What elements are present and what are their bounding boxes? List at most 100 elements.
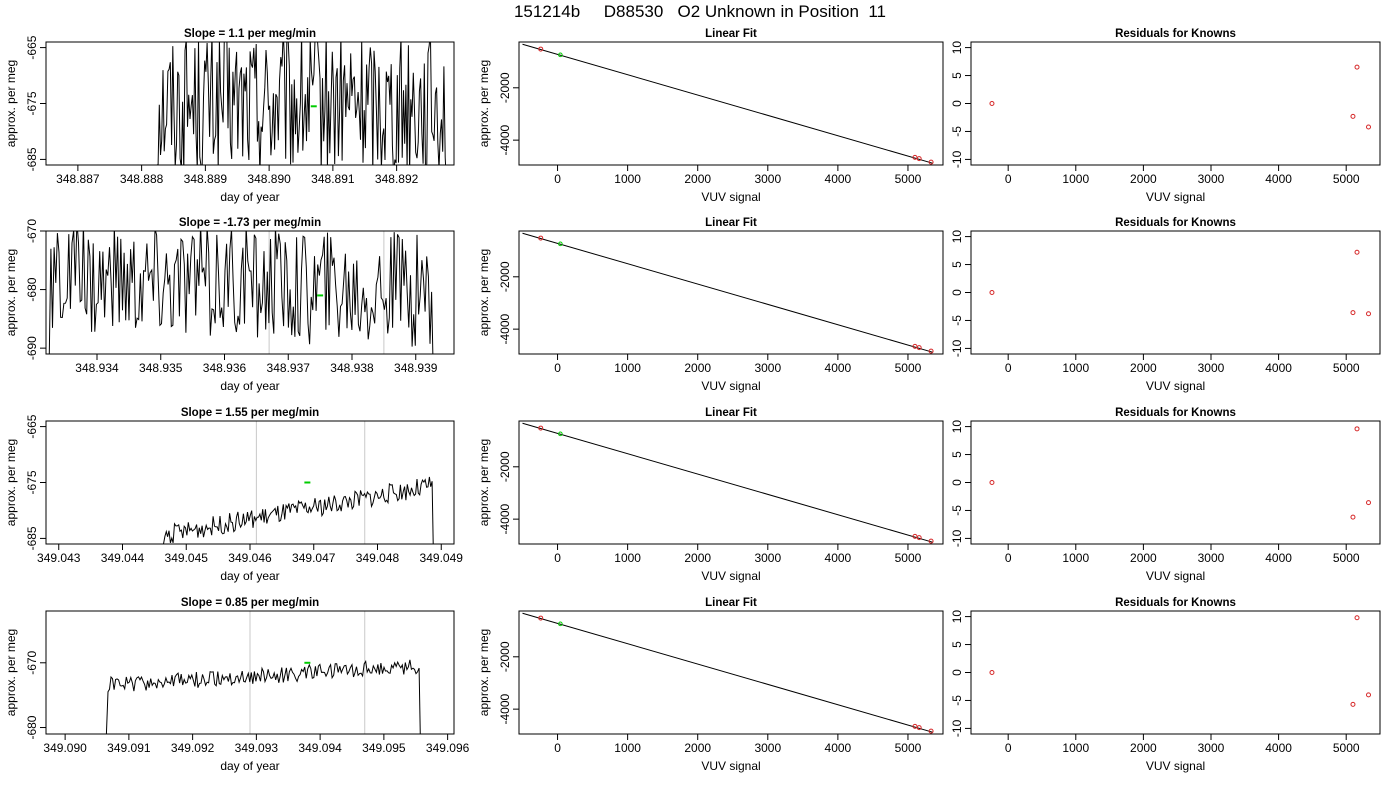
x-tick-label: 349.092	[171, 741, 215, 755]
x-tick-label: 349.094	[298, 741, 342, 755]
panel-title: Residuals for Knowns	[1115, 217, 1236, 229]
x-tick-label: 349.044	[101, 551, 145, 565]
panel-title: Linear Fit	[705, 28, 757, 40]
known-point	[1366, 124, 1372, 130]
x-tick-label: 348.891	[311, 172, 355, 186]
x-tick-label: 3000	[754, 361, 781, 375]
x-tick-label: 2000	[1130, 172, 1157, 186]
y-axis-label: approx. per meg	[477, 629, 491, 716]
panel-title: Residuals for Knowns	[1115, 407, 1236, 419]
x-tick-label: 4000	[825, 741, 852, 755]
x-tick-label: 1000	[614, 551, 641, 565]
y-tick-label: -665	[25, 414, 39, 438]
y-tick-label: 0	[950, 479, 964, 486]
y-tick-label: -5	[950, 695, 964, 706]
known-point	[1350, 701, 1356, 707]
plot-frame	[45, 230, 455, 355]
panel-3-3: Residuals for Knowns VUV signal 0 1000 2000 3…	[950, 407, 1381, 583]
plot-frame	[45, 610, 455, 735]
known-point	[928, 728, 934, 734]
x-tick-label: 5000	[1333, 551, 1360, 565]
x-tick-label: 348.889	[184, 172, 228, 186]
unknown-point	[558, 241, 563, 247]
x-tick-label: 349.046	[228, 551, 272, 565]
y-tick-label: 0	[950, 669, 964, 676]
y-tick-label: 5	[950, 451, 964, 458]
panel-3-1: Slope = 1.55 per meg/min day of year appro…	[4, 407, 463, 583]
x-axis-label: VUV signal	[701, 190, 760, 204]
x-axis-label: day of year	[220, 379, 279, 393]
x-tick-label: 348.934	[75, 361, 119, 375]
panel-4-3: Residuals for Knowns VUV signal 0 1000 2000 3…	[950, 597, 1381, 773]
x-tick-label: 4000	[1265, 361, 1292, 375]
x-tick-label: 348.892	[375, 172, 419, 186]
y-tick-label: -5	[950, 315, 964, 326]
x-tick-label: 0	[554, 551, 561, 565]
x-tick-label: 0	[1005, 172, 1012, 186]
panel-1-3: Residuals for Knowns VUV signal 0 1000 2000 3…	[950, 28, 1381, 204]
x-axis-label: VUV signal	[1146, 759, 1205, 773]
x-tick-label: 349.091	[107, 741, 151, 755]
figure-title: 151214b D88530 O2 Unknown in Position 11	[513, 2, 887, 21]
y-tick-label: -4000	[498, 124, 512, 155]
y-tick-label: -10	[950, 339, 964, 357]
x-tick-label: 349.093	[235, 741, 279, 755]
panel-1-2: Linear Fit VUV signal approx. per meg 0 1000…	[477, 28, 944, 204]
known-point	[1354, 64, 1360, 70]
y-axis-label: approx. per meg	[4, 629, 18, 716]
x-tick-label: 2000	[684, 361, 711, 375]
y-tick-label: -5	[950, 505, 964, 516]
known-point	[916, 345, 922, 351]
x-tick-label: 1000	[614, 361, 641, 375]
x-tick-label: 349.096	[426, 741, 470, 755]
known-point	[538, 235, 544, 241]
fit-line	[522, 612, 933, 733]
known-point	[989, 290, 995, 295]
y-axis-label: approx. per meg	[4, 439, 18, 526]
x-tick-label: 0	[554, 361, 561, 375]
known-point	[928, 159, 934, 165]
y-tick-label: -4000	[498, 503, 512, 534]
plot-area	[162, 421, 434, 544]
y-tick-label: -680	[25, 715, 39, 739]
panel-title: Linear Fit	[705, 407, 757, 419]
y-tick-label: -10	[950, 719, 964, 737]
x-axis-label: VUV signal	[701, 379, 760, 393]
x-tick-label: 349.045	[165, 551, 209, 565]
x-tick-label: 349.095	[362, 741, 406, 755]
y-axis-label: approx. per meg	[477, 249, 491, 336]
y-axis-label: approx. per meg	[4, 60, 18, 147]
x-tick-label: 349.043	[37, 551, 81, 565]
y-tick-label: -670	[25, 650, 39, 674]
panel-4-1: Slope = 0.85 per meg/min day of year appro…	[4, 597, 470, 773]
panel-title: Slope = 0.85 per meg/min	[181, 597, 319, 609]
unknown-point	[558, 621, 563, 627]
x-tick-label: 3000	[754, 172, 781, 186]
plot-area	[522, 612, 934, 734]
known-point	[916, 535, 922, 541]
plot-area	[105, 611, 421, 734]
known-point	[1366, 311, 1372, 317]
x-tick-label: 348.935	[139, 361, 183, 375]
x-tick-label: 2000	[1130, 741, 1157, 755]
x-tick-label: 5000	[895, 741, 922, 755]
y-tick-label: -4000	[498, 693, 512, 724]
x-tick-label: 348.939	[394, 361, 438, 375]
x-tick-label: 3000	[754, 741, 781, 755]
x-axis-label: VUV signal	[701, 759, 760, 773]
x-tick-label: 0	[554, 741, 561, 755]
known-point	[1350, 113, 1356, 119]
plot-frame	[518, 610, 944, 735]
plot-frame	[45, 41, 455, 166]
panel-2-3: Residuals for Knowns VUV signal 0 1000 2000 3…	[950, 217, 1381, 393]
x-tick-label: 5000	[895, 361, 922, 375]
y-tick-label: 0	[950, 100, 964, 107]
plot-frame	[970, 420, 1381, 545]
x-axis-label: day of year	[220, 190, 279, 204]
trace-line	[105, 659, 421, 734]
panel-1-1: Slope = 1.1 per meg/min day of year approx…	[4, 28, 455, 204]
panel-title: Linear Fit	[705, 217, 757, 229]
plot-area	[989, 426, 1372, 520]
x-axis-label: VUV signal	[1146, 190, 1205, 204]
y-tick-label: 10	[950, 230, 964, 244]
